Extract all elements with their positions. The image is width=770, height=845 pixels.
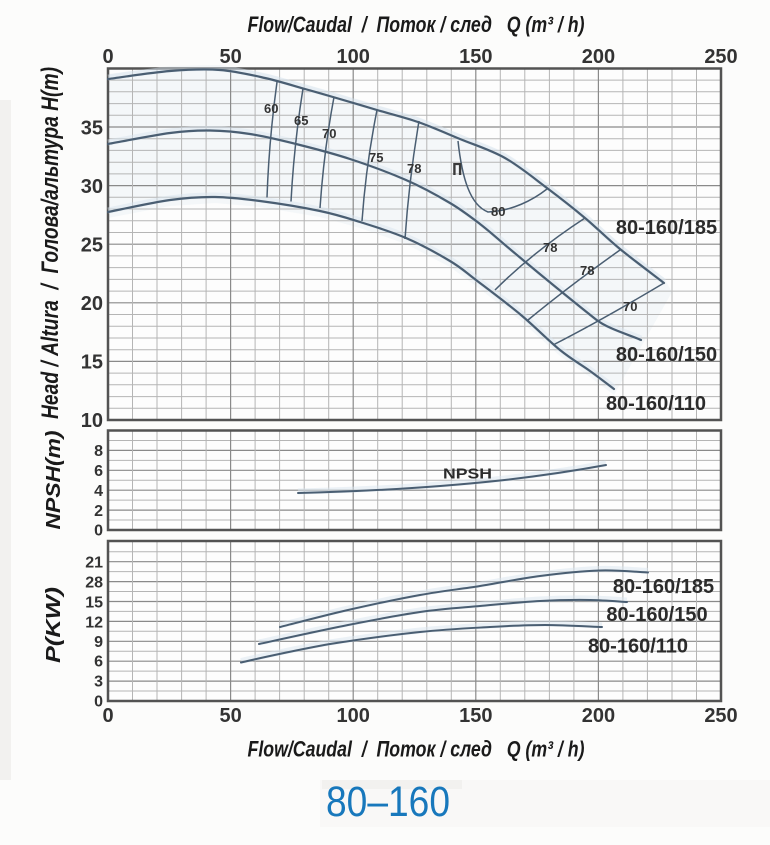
svg-text:15: 15 <box>81 352 103 374</box>
svg-text:0: 0 <box>102 705 113 727</box>
svg-text:70: 70 <box>322 126 336 141</box>
svg-text:100: 100 <box>337 46 370 68</box>
svg-text:80-160/150: 80-160/150 <box>606 604 707 626</box>
svg-text:12: 12 <box>85 615 103 632</box>
svg-text:50: 50 <box>219 705 241 727</box>
svg-text:60: 60 <box>264 101 278 116</box>
svg-text:6: 6 <box>94 654 103 671</box>
svg-text:150: 150 <box>459 46 492 68</box>
svg-text:6: 6 <box>94 463 103 480</box>
svg-text:80-160/150: 80-160/150 <box>616 344 717 366</box>
svg-text:2: 2 <box>94 503 103 520</box>
svg-text:Flow/Caudal / Поток / след: Flow/Caudal / Поток / след Q (m³ / h) <box>248 737 585 762</box>
svg-text:25: 25 <box>81 235 103 257</box>
svg-text:3: 3 <box>94 674 103 691</box>
svg-text:150: 150 <box>459 705 492 727</box>
svg-text:75: 75 <box>369 150 383 165</box>
svg-text:8: 8 <box>94 443 103 460</box>
svg-text:0: 0 <box>94 694 103 711</box>
svg-text:0: 0 <box>102 46 113 68</box>
svg-text:250: 250 <box>704 46 737 68</box>
svg-text:80-160/110: 80-160/110 <box>588 636 688 658</box>
svg-text:28: 28 <box>85 575 103 592</box>
svg-text:0: 0 <box>94 523 103 540</box>
svg-text:4: 4 <box>94 483 103 500</box>
svg-text:P(KW): P(KW) <box>43 587 65 663</box>
svg-text:100: 100 <box>337 705 370 727</box>
svg-text:78: 78 <box>543 240 557 255</box>
svg-text:NPSH(m): NPSH(m) <box>43 430 65 529</box>
svg-text:80: 80 <box>491 204 505 219</box>
svg-text:Head / Altura / Голова/альту: Head / Altura / Голова/альтура H(m) <box>37 67 64 419</box>
svg-text:Flow/Caudal / Поток / след: Flow/Caudal / Поток / след Q (m³ / h) <box>248 12 585 37</box>
svg-text:250: 250 <box>704 705 737 727</box>
svg-text:200: 200 <box>582 705 615 727</box>
svg-text:200: 200 <box>582 46 615 68</box>
svg-text:65: 65 <box>294 113 308 128</box>
svg-text:NPSH: NPSH <box>443 466 492 483</box>
svg-text:78: 78 <box>407 161 421 176</box>
svg-text:30: 30 <box>81 176 103 198</box>
svg-text:п: п <box>452 155 463 180</box>
svg-text:50: 50 <box>219 46 241 68</box>
svg-text:21: 21 <box>85 555 103 572</box>
svg-text:70: 70 <box>623 299 637 314</box>
svg-text:80–160: 80–160 <box>326 778 450 826</box>
svg-text:78: 78 <box>580 263 594 278</box>
svg-text:10: 10 <box>81 410 103 432</box>
svg-text:20: 20 <box>81 293 103 315</box>
svg-text:35: 35 <box>81 118 103 140</box>
svg-text:9: 9 <box>94 634 103 651</box>
svg-text:80-160/185: 80-160/185 <box>613 576 714 598</box>
svg-text:80-160/185: 80-160/185 <box>616 217 717 239</box>
svg-text:80-160/110: 80-160/110 <box>606 393 706 415</box>
svg-text:15: 15 <box>85 595 103 612</box>
